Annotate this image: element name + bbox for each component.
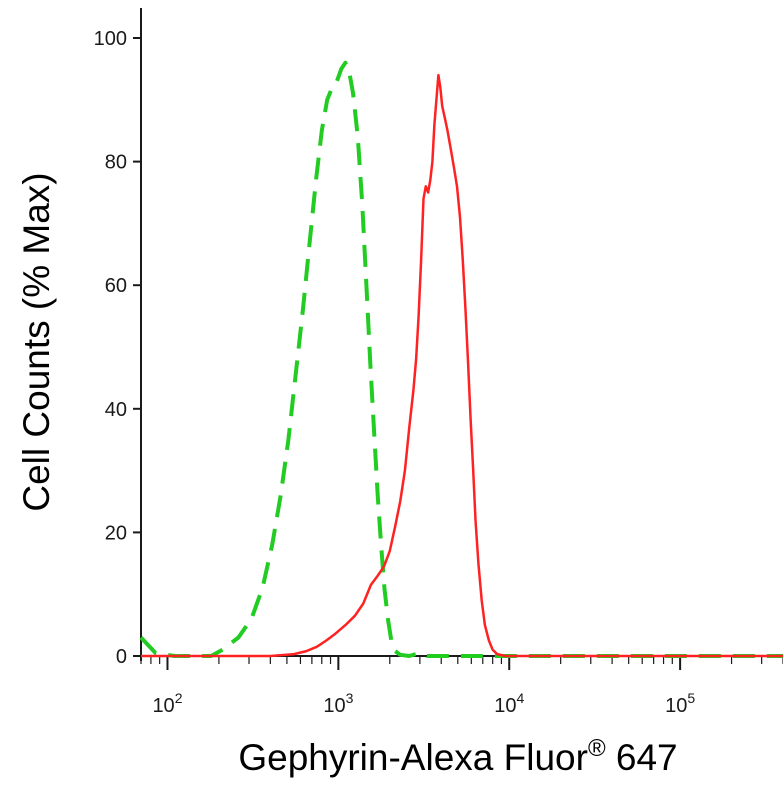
x-tick-label-exponent: 5 (687, 690, 695, 706)
x-axis-title-main: Gephyrin-Alexa Fluor (238, 737, 588, 778)
x-tick-label-exponent: 2 (175, 690, 183, 706)
x-tick-label-base: 10 (665, 695, 687, 717)
x-tick-label-exponent: 4 (516, 690, 524, 706)
y-tick-label: 100 (94, 28, 127, 50)
y-tick-label: 40 (105, 399, 127, 421)
x-tick-label: 105 (665, 690, 695, 717)
y-tick-label: 60 (105, 275, 127, 297)
x-tick-label-base: 10 (152, 695, 174, 717)
y-tick-label: 20 (105, 522, 127, 544)
y-tick-label: 80 (105, 152, 127, 174)
x-tick-label: 104 (494, 690, 524, 717)
axes (135, 8, 783, 661)
series-layer (139, 60, 783, 658)
y-axis-title: Cell Counts (% Max) (16, 172, 57, 511)
x-tick-label: 102 (152, 690, 182, 717)
x-tick-label: 103 (323, 690, 353, 717)
x-axis-title: Gephyrin-Alexa Fluor® 647 (238, 735, 677, 778)
x-tick-label-exponent: 3 (346, 690, 354, 706)
series-line-dashed-green (139, 60, 783, 658)
x-axis-title-suffix: 647 (606, 737, 678, 778)
y-tick-label: 0 (116, 646, 127, 668)
x-tick-label-base: 10 (494, 695, 516, 717)
x-axis-title-registered-mark: ® (588, 735, 606, 762)
series-line-solid-red (141, 73, 783, 658)
x-tick-label-base: 10 (323, 695, 345, 717)
